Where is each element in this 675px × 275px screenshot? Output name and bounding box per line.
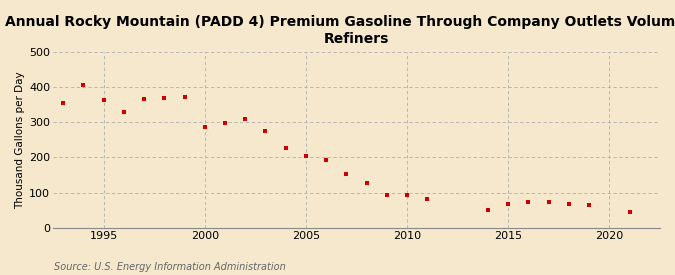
Point [341, 172, 352, 177]
Point [361, 181, 372, 185]
Point [300, 153, 311, 158]
Point [381, 193, 392, 197]
Point [159, 96, 169, 100]
Point [564, 202, 574, 206]
Point [219, 121, 230, 125]
Point [240, 116, 250, 121]
Point [584, 203, 595, 208]
Point [523, 199, 534, 204]
Point [199, 125, 210, 130]
Text: Source: U.S. Energy Information Administration: Source: U.S. Energy Information Administ… [54, 262, 286, 272]
Point [260, 129, 271, 133]
Point [78, 83, 89, 87]
Point [624, 210, 635, 214]
Point [402, 193, 412, 197]
Point [58, 101, 69, 105]
Point [280, 145, 291, 150]
Point [422, 197, 433, 201]
Y-axis label: Thousand Gallons per Day: Thousand Gallons per Day [15, 71, 25, 209]
Point [483, 207, 493, 212]
Point [99, 98, 109, 103]
Point [119, 110, 130, 114]
Point [138, 97, 149, 101]
Point [179, 95, 190, 100]
Point [543, 199, 554, 204]
Title: Annual Rocky Mountain (PADD 4) Premium Gasoline Through Company Outlets Volume b: Annual Rocky Mountain (PADD 4) Premium G… [5, 15, 675, 46]
Point [321, 158, 331, 162]
Point [503, 202, 514, 206]
